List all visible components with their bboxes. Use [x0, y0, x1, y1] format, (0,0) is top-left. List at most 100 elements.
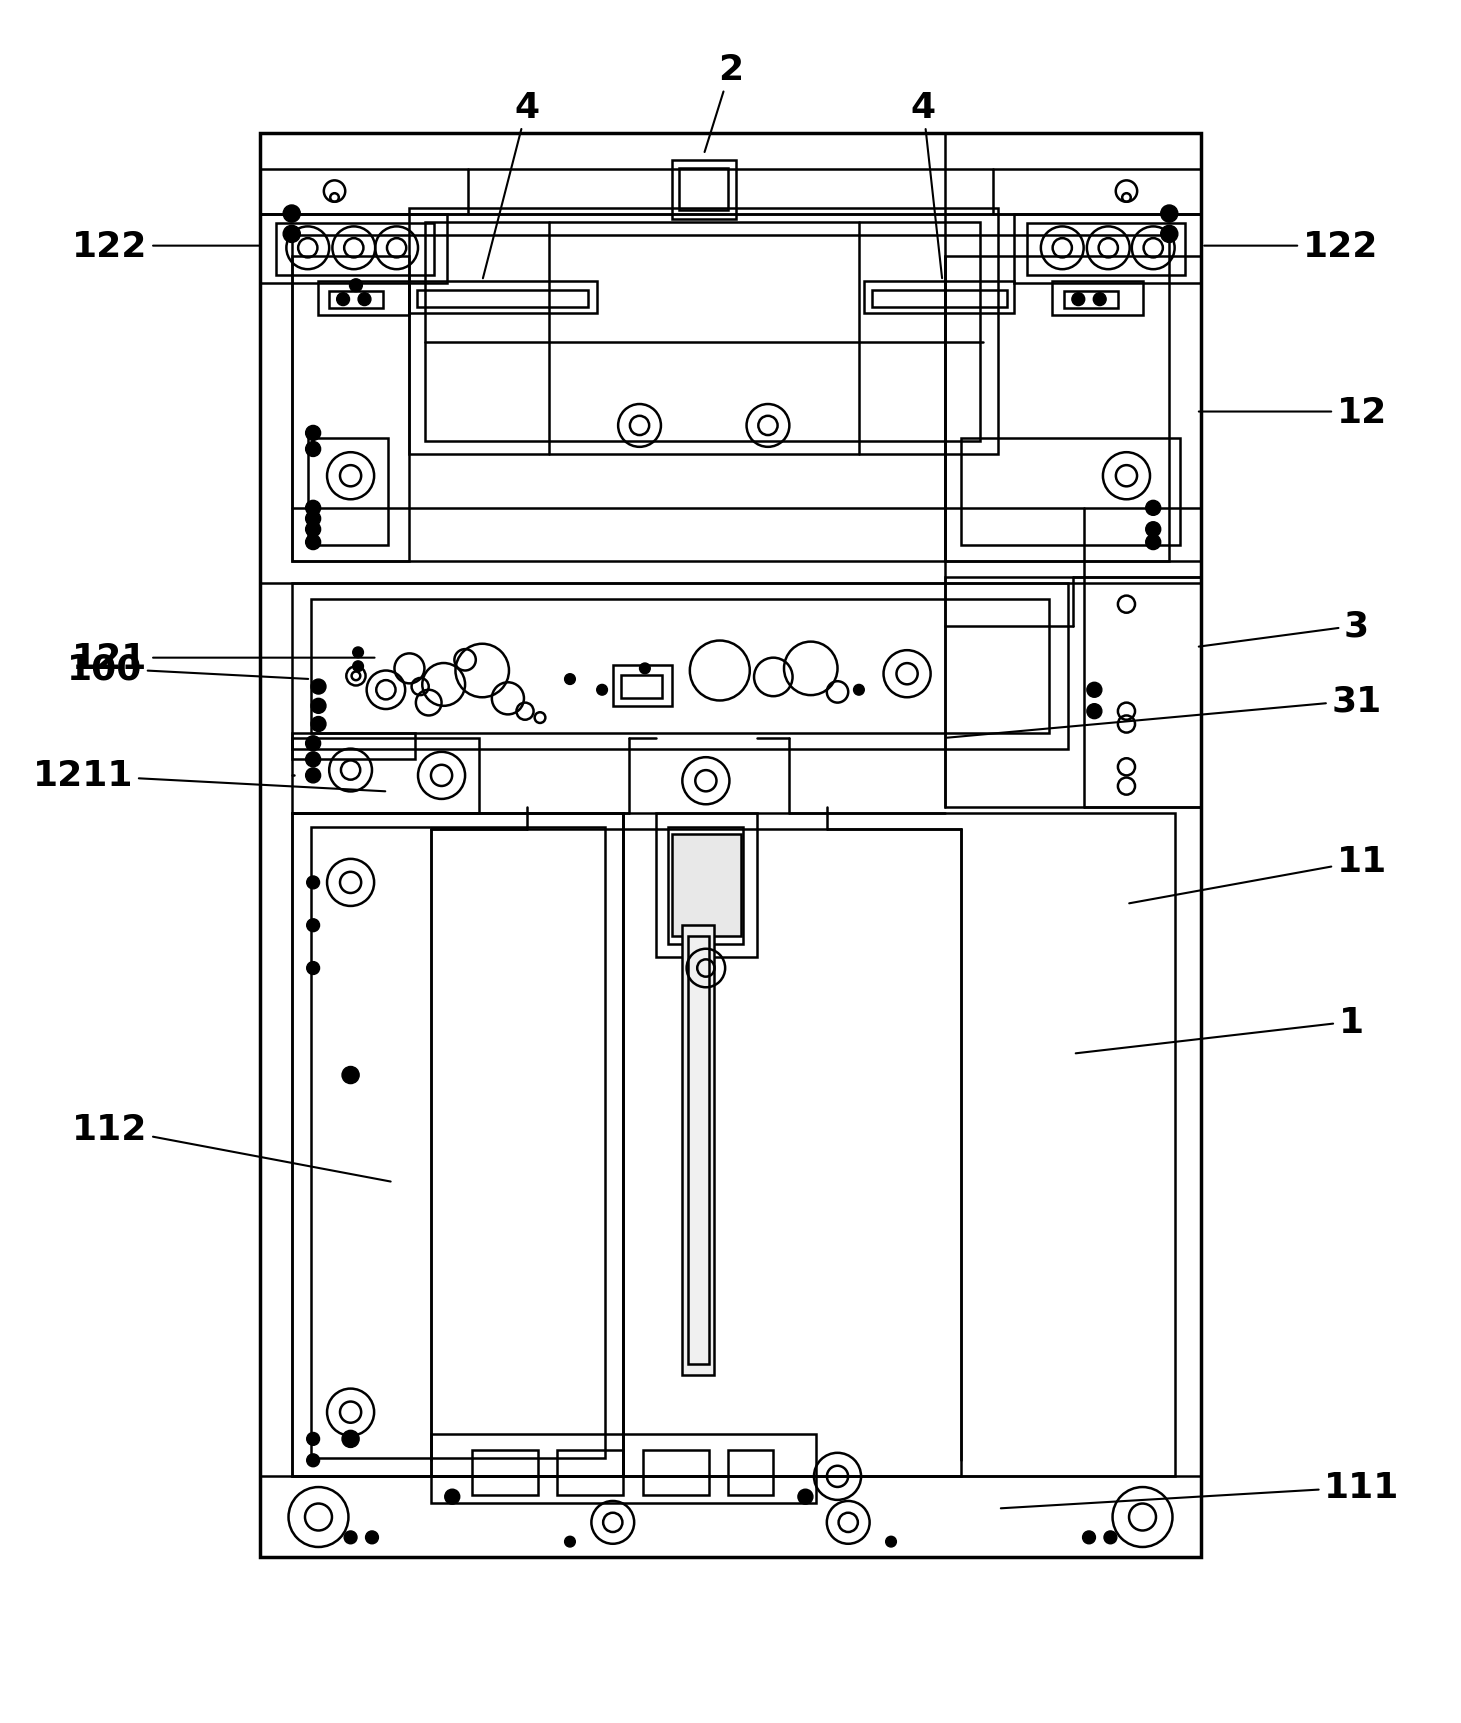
Circle shape: [307, 961, 320, 975]
Text: 122: 122: [72, 229, 259, 264]
Circle shape: [596, 686, 608, 696]
Bar: [960, 439, 1180, 546]
Bar: [260, 169, 1201, 214]
Circle shape: [352, 662, 364, 672]
Bar: [729, 1449, 773, 1494]
Circle shape: [311, 717, 326, 732]
Circle shape: [1072, 293, 1084, 307]
Bar: [431, 1434, 817, 1502]
Circle shape: [305, 501, 320, 515]
Bar: [672, 834, 741, 936]
Bar: [431, 829, 960, 1477]
Bar: [679, 169, 729, 212]
Text: 121: 121: [72, 641, 374, 675]
Circle shape: [365, 1532, 378, 1544]
Circle shape: [640, 663, 650, 674]
Bar: [292, 734, 415, 760]
Bar: [292, 236, 1169, 562]
Circle shape: [1083, 1532, 1096, 1544]
Circle shape: [798, 1489, 812, 1504]
Bar: [425, 222, 980, 443]
Bar: [260, 214, 1201, 584]
Bar: [276, 224, 434, 276]
Circle shape: [342, 1430, 359, 1447]
Bar: [409, 208, 998, 455]
Text: 111: 111: [1001, 1470, 1400, 1508]
Circle shape: [349, 279, 362, 293]
Circle shape: [305, 753, 320, 767]
Bar: [311, 827, 605, 1458]
Bar: [1065, 291, 1118, 308]
Circle shape: [345, 1532, 356, 1544]
Circle shape: [1105, 1532, 1116, 1544]
Circle shape: [307, 1432, 320, 1446]
Bar: [1014, 214, 1201, 284]
Circle shape: [311, 679, 326, 694]
Bar: [643, 1449, 709, 1494]
Bar: [260, 214, 447, 284]
Text: 100: 100: [67, 651, 308, 686]
Bar: [682, 925, 714, 1375]
Circle shape: [305, 768, 320, 784]
Circle shape: [283, 226, 301, 243]
Bar: [292, 739, 479, 813]
Bar: [872, 291, 1007, 307]
Bar: [688, 936, 709, 1365]
Circle shape: [311, 700, 326, 713]
Text: 2: 2: [704, 53, 744, 153]
Bar: [865, 283, 1014, 314]
Circle shape: [1145, 536, 1160, 550]
Text: 4: 4: [910, 91, 942, 279]
Circle shape: [1145, 522, 1160, 538]
Bar: [1027, 224, 1185, 276]
Circle shape: [885, 1537, 897, 1547]
Circle shape: [305, 736, 320, 751]
Bar: [612, 665, 672, 706]
Bar: [311, 600, 1049, 734]
Bar: [292, 584, 1068, 750]
Bar: [416, 291, 589, 307]
Bar: [472, 1449, 538, 1494]
Bar: [944, 579, 1201, 808]
Bar: [292, 813, 624, 1477]
Circle shape: [1093, 293, 1106, 307]
Bar: [656, 813, 757, 958]
Circle shape: [307, 920, 320, 932]
Bar: [308, 439, 389, 546]
Circle shape: [305, 522, 320, 538]
Circle shape: [564, 674, 576, 686]
Text: 31: 31: [947, 684, 1382, 737]
Text: 11: 11: [1129, 844, 1386, 905]
Bar: [557, 1449, 624, 1494]
Text: 112: 112: [72, 1111, 390, 1182]
Bar: [292, 257, 409, 562]
Bar: [409, 283, 596, 314]
Circle shape: [1160, 205, 1178, 222]
Circle shape: [305, 512, 320, 527]
Bar: [672, 160, 736, 221]
Bar: [292, 813, 1175, 1477]
Circle shape: [1087, 705, 1102, 718]
Circle shape: [1087, 682, 1102, 698]
Text: 1211: 1211: [32, 758, 386, 793]
Text: 1: 1: [1075, 1005, 1363, 1054]
Circle shape: [283, 205, 301, 222]
Bar: [260, 1477, 1201, 1556]
Circle shape: [1145, 501, 1160, 515]
Circle shape: [305, 443, 320, 457]
Circle shape: [305, 426, 320, 441]
Bar: [944, 257, 1201, 562]
Circle shape: [1160, 226, 1178, 243]
Circle shape: [853, 686, 865, 696]
Text: 4: 4: [484, 91, 539, 279]
Circle shape: [564, 1537, 576, 1547]
Bar: [318, 283, 409, 315]
Circle shape: [307, 877, 320, 889]
Circle shape: [307, 1454, 320, 1466]
Circle shape: [336, 293, 349, 307]
Circle shape: [358, 293, 371, 307]
Text: 3: 3: [1199, 610, 1369, 648]
Bar: [621, 675, 662, 700]
Text: 122: 122: [1204, 229, 1378, 264]
Bar: [260, 134, 1201, 1556]
